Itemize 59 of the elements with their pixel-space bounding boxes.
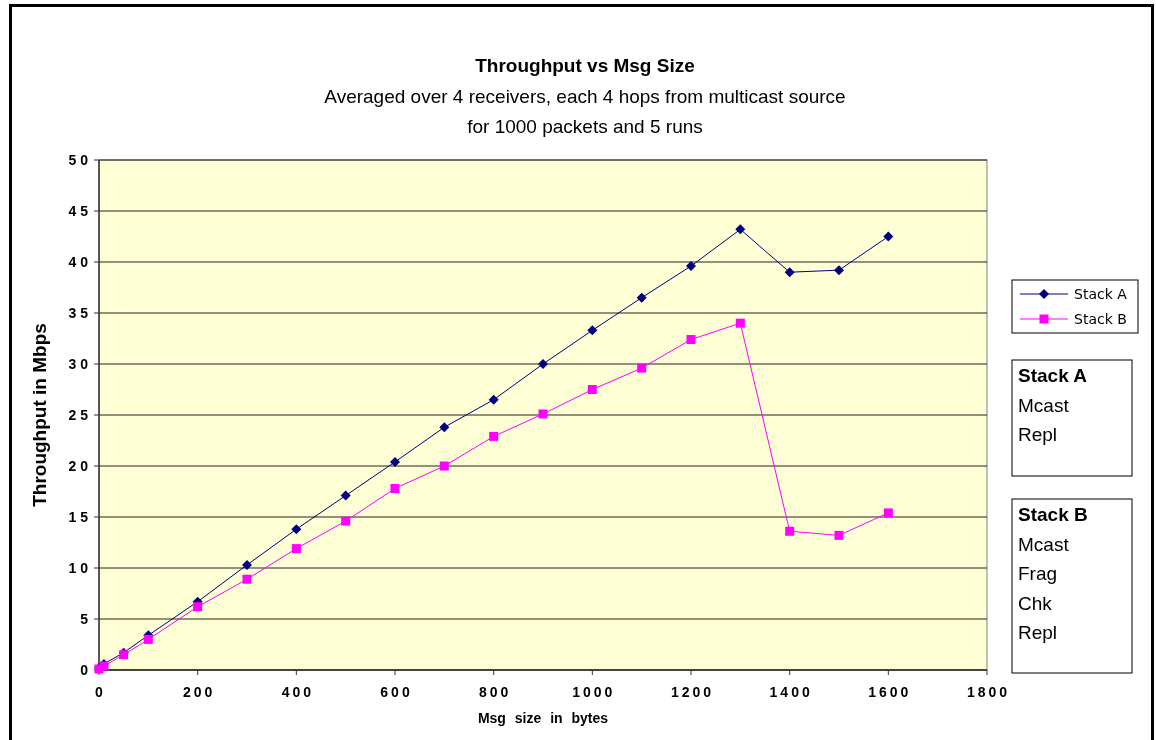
- point: [883, 231, 894, 242]
- x-axis-title: Msg size in bytes: [477, 710, 609, 726]
- x-tick-label: 1800: [966, 684, 1011, 700]
- x-tick-label: 1400: [769, 684, 813, 700]
- y-tick-label: 40: [68, 254, 92, 270]
- point: [439, 422, 450, 433]
- point: [291, 524, 302, 535]
- point: [784, 267, 795, 278]
- y-tick-label: 25: [68, 407, 92, 423]
- x-tick-label: 1000: [572, 684, 616, 700]
- x-tick-label: 1200: [670, 684, 715, 700]
- point: [883, 508, 893, 518]
- point: [735, 318, 745, 328]
- point: [340, 490, 351, 501]
- text: Stack A Mcast Repl: [1018, 365, 1088, 445]
- point: [489, 431, 499, 441]
- x-tick-label: 600: [380, 684, 413, 700]
- x-tick-label: 800: [478, 684, 512, 700]
- point: [587, 325, 598, 336]
- point: [735, 224, 746, 235]
- y-tick-label: 35: [68, 305, 92, 321]
- legend-label: Stack B: [1074, 311, 1127, 327]
- chart-title: Throughput vs Msg Size: [475, 55, 695, 76]
- point: [834, 530, 844, 540]
- point: [242, 574, 252, 584]
- point: [439, 461, 449, 471]
- y-tick-label: 15: [68, 509, 92, 525]
- point: [242, 559, 252, 570]
- point: [291, 544, 301, 554]
- point: [785, 526, 795, 536]
- y-tick-label: 5: [80, 611, 92, 627]
- x-tick-label: 0: [95, 684, 106, 700]
- point: [488, 394, 499, 405]
- x-tick-label: 400: [281, 684, 315, 700]
- point: [587, 385, 597, 394]
- point: [538, 409, 548, 419]
- text: Stack B Mcast Frag Chk Repl: [1018, 504, 1088, 643]
- point: [143, 634, 153, 644]
- point: [390, 483, 400, 493]
- y-tick-label: 0: [80, 662, 92, 678]
- y-tick-label: 45: [68, 203, 92, 219]
- x-tick-label: 200: [182, 684, 216, 700]
- y-tick-label: 50: [68, 152, 92, 168]
- chart-subtitle: Averaged over 4 receivers, each 4 hops from multicast source for 1000 packets and 5 runs: [324, 86, 846, 137]
- point: [686, 335, 696, 345]
- y-axis-title: Throughput in Mbps: [29, 323, 50, 507]
- point: [686, 261, 696, 272]
- point: [636, 292, 647, 303]
- point: [390, 456, 400, 467]
- point: [538, 359, 548, 369]
- point: [341, 516, 351, 526]
- point: [834, 265, 844, 276]
- y-tick-label: 20: [68, 458, 92, 474]
- legend-label: Stack A: [1074, 286, 1128, 302]
- point: [193, 602, 203, 612]
- point: [637, 363, 647, 373]
- y-tick-label: 30: [68, 356, 92, 372]
- y-tick-label: 10: [68, 560, 92, 576]
- x-tick-label: 1600: [868, 684, 912, 700]
